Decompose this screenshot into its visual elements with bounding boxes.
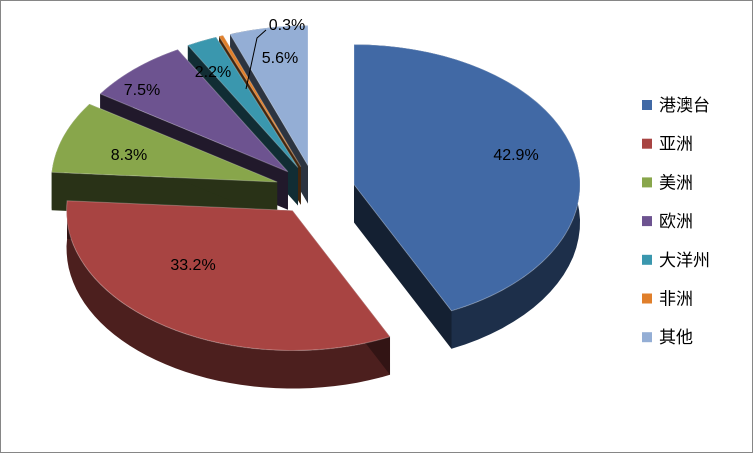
data-label-3: 7.5% [124, 82, 160, 99]
legend-label-2: 美洲 [659, 173, 693, 193]
slice-2 [51, 103, 278, 183]
slice-1 [66, 200, 391, 351]
data-label-6: 5.6% [262, 50, 298, 67]
legend-swatch-3 [642, 216, 652, 227]
legend-swatch-5 [642, 293, 652, 304]
legend-swatch-4 [642, 254, 652, 265]
data-labels: 42.9% 33.2% 8.3% 7.5% 2.2% 0.3% 5.6% [111, 17, 539, 274]
legend-swatch-1 [642, 138, 652, 149]
slice-5 [218, 34, 302, 168]
data-label-2: 8.3% [111, 147, 147, 164]
data-label-1: 33.2% [170, 257, 215, 274]
data-label-0: 42.9% [493, 147, 538, 164]
legend-label-6: 其他 [659, 328, 693, 348]
data-label-5: 0.3% [269, 17, 305, 34]
slice-tops [51, 25, 581, 351]
slice-0 [353, 43, 581, 312]
legend-swatch-2 [642, 177, 652, 188]
legend-label-3: 欧洲 [659, 212, 693, 232]
slice-face-0-1 [354, 184, 452, 349]
slice-4 [187, 36, 299, 168]
legend-label-0: 港澳台 [659, 96, 710, 116]
slice-3 [99, 48, 289, 173]
legend-swatch-0 [642, 100, 652, 110]
slice-6 [229, 25, 309, 168]
slice-side-1 [66, 200, 390, 389]
legend-swatch-6 [642, 332, 652, 343]
legend-label-4: 大洋州 [659, 251, 710, 271]
legend-label-1: 亚洲 [659, 135, 693, 155]
leader-line [245, 29, 267, 90]
data-label-4: 2.2% [195, 64, 231, 81]
legend-label-5: 非洲 [659, 290, 693, 310]
